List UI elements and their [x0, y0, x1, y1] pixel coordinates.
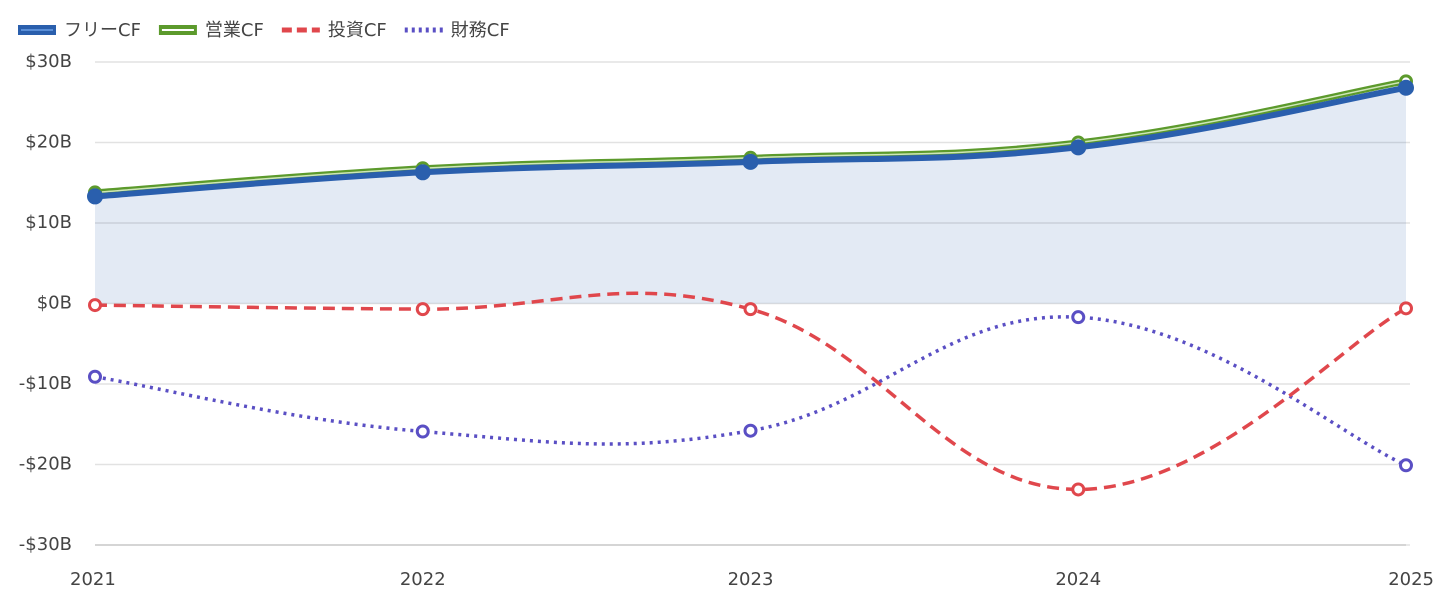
x-tick-label: 2021: [70, 569, 116, 590]
y-tick-label: $10B: [25, 212, 72, 233]
x-tick-label: 2022: [400, 569, 446, 590]
point: [415, 424, 430, 439]
y-tick-label: $0B: [37, 293, 72, 314]
y-tick-label: $20B: [25, 132, 72, 153]
point: [1399, 301, 1413, 316]
point: [743, 423, 758, 438]
legend-item: 投資CF: [281, 20, 387, 41]
legend-item: 営業CF: [158, 20, 264, 41]
y-tick-label: -$30B: [19, 534, 72, 555]
legend-label: 財務CF: [451, 20, 510, 41]
x-tick-label: 2023: [728, 569, 774, 590]
legend-label: 営業CF: [205, 20, 264, 41]
point: [742, 153, 759, 170]
point: [743, 302, 758, 317]
legend-item: フリーCF: [18, 20, 141, 41]
series-line: [94, 315, 1407, 467]
point: [1071, 482, 1086, 497]
point: [87, 188, 103, 205]
point: [1070, 139, 1087, 156]
y-tick-label: -$20B: [19, 454, 72, 475]
legend-item: 財務CF: [404, 20, 510, 41]
legend-label: フリーCF: [64, 20, 141, 41]
point: [88, 369, 102, 384]
x-tick-label: 2024: [1055, 569, 1101, 590]
point: [1398, 79, 1414, 96]
y-tick-label: $30B: [25, 51, 72, 72]
point: [415, 302, 430, 317]
y-tick-label: -$10B: [19, 373, 72, 394]
point: [88, 298, 102, 313]
point: [1399, 458, 1413, 473]
series-line: [94, 291, 1407, 492]
x-tick-label: 2025: [1388, 569, 1434, 590]
legend-label: 投資CF: [328, 20, 387, 41]
point: [414, 164, 431, 181]
point: [1071, 310, 1086, 325]
area: [95, 87, 1406, 304]
